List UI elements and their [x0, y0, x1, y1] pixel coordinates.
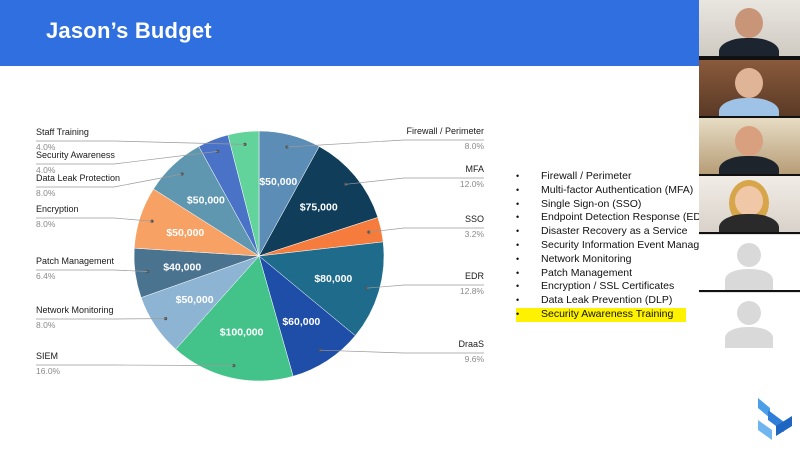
- slice-label-network-monitoring: Network Monitoring: [36, 305, 114, 315]
- bullet-text: Data Leak Prevention (DLP): [541, 294, 673, 307]
- bullet-item: • Security Awareness Training: [516, 307, 686, 322]
- bullet-dot-icon: •: [516, 267, 520, 278]
- slice-percent-data-leak-protection: 8.0%: [36, 188, 56, 198]
- slice-label-data-leak-protection: Data Leak Protection: [36, 173, 120, 183]
- bullet-dot-icon: •: [516, 212, 520, 223]
- slice-value-label-encryption: $50,000: [166, 227, 204, 239]
- bullet-dot-icon: •: [516, 308, 520, 319]
- bullet-list: • Firewall / Perimeter • Multi-factor Authe…: [516, 170, 699, 322]
- slice-percent-sso: 3.2%: [465, 229, 485, 239]
- bullet-text: Endpoint Detection Response (EDR): [541, 211, 699, 224]
- bullet-item: • Firewall / Perimeter: [516, 170, 699, 184]
- slice-label-mfa: MFA: [465, 164, 484, 174]
- slice-percent-security-awareness: 4.0%: [36, 165, 56, 175]
- participant-video-2[interactable]: [699, 60, 800, 116]
- slide-header: Jason’s Budget: [0, 0, 699, 66]
- bullet-text: Patch Management: [541, 266, 633, 279]
- bullet-dot-icon: •: [516, 253, 520, 264]
- participant-video-4[interactable]: [699, 176, 800, 232]
- slice-label-patch-management: Patch Management: [36, 256, 115, 266]
- slice-percent-patch-management: 6.4%: [36, 271, 56, 281]
- budget-pie-chart: $50,000 Firewall / Perimeter 8.0% $75,000 MF…: [36, 126, 485, 382]
- participant-video-3[interactable]: [699, 118, 800, 174]
- slice-value-label-edr: $80,000: [314, 273, 352, 285]
- slice-label-draas: DraaS: [458, 339, 484, 349]
- slice-value-label-siem: $100,000: [220, 327, 264, 339]
- pie-slice-draas: [258, 255, 356, 377]
- video-participant-strip: [699, 0, 800, 348]
- leader-line-mfa: [345, 177, 484, 185]
- pie-slice-edr: [258, 241, 385, 337]
- slice-label-edr: EDR: [465, 271, 485, 281]
- pie-slice-staff-training: [227, 130, 260, 257]
- slice-percent-draas: 9.6%: [465, 354, 485, 364]
- slice-percent-siem: 16.0%: [36, 366, 61, 376]
- bullet-dot-icon: •: [516, 198, 520, 209]
- leader-line-security-awareness: [36, 151, 218, 165]
- bullet-item: • Single Sign-on (SSO): [516, 198, 699, 212]
- pie-slice-mfa: [258, 146, 379, 257]
- bullet-item: • Data Leak Prevention (DLP): [516, 294, 699, 308]
- slice-value-label-patch-management: $40,000: [163, 262, 201, 274]
- user-avatar-icon[interactable]: [699, 234, 800, 290]
- bullet-text: Security Information Event Management: [541, 238, 699, 251]
- leader-dot-security-awareness: [216, 149, 220, 153]
- slice-value-label-draas: $60,000: [282, 316, 320, 328]
- slice-percent-staff-training: 4.0%: [36, 142, 56, 152]
- bullet-text: Network Monitoring: [541, 252, 632, 265]
- slice-label-encryption: Encryption: [36, 204, 79, 214]
- bullet-text: Single Sign-on (SSO): [541, 197, 642, 210]
- leader-line-edr: [366, 284, 484, 289]
- bullet-item: • Endpoint Detection Response (EDR): [516, 211, 699, 225]
- slice-value-label-network-monitoring: $50,000: [176, 294, 214, 306]
- participant-video-1[interactable]: [699, 0, 800, 56]
- bullet-item: • Disaster Recovery as a Service: [516, 225, 699, 239]
- leader-line-siem: [36, 364, 234, 366]
- bullet-item: • Security Information Event Management: [516, 239, 699, 253]
- leader-line-patch-management: [36, 269, 148, 272]
- slide-title: Jason’s Budget: [46, 18, 212, 43]
- bullet-dot-icon: •: [516, 239, 520, 250]
- leader-line-encryption: [36, 217, 153, 222]
- slice-label-siem: SIEM: [36, 351, 58, 361]
- bullet-item: • Patch Management: [516, 267, 699, 281]
- slice-value-label-firewall-perimeter: $50,000: [259, 176, 297, 188]
- slice-label-staff-training: Staff Training: [36, 127, 89, 137]
- leader-line-staff-training: [36, 140, 245, 145]
- slice-percent-network-monitoring: 8.0%: [36, 320, 56, 330]
- bullet-item: • Network Monitoring: [516, 253, 699, 267]
- bullet-dot-icon: •: [516, 184, 520, 195]
- bullet-text: Disaster Recovery as a Service: [541, 225, 688, 238]
- bullet-item: • Encryption / SSL Certificates: [516, 280, 699, 294]
- bullet-item: • Multi-factor Authentication (MFA): [516, 184, 699, 198]
- leader-line-sso: [368, 227, 484, 233]
- bullet-dot-icon: •: [516, 226, 520, 237]
- bullet-text: Multi-factor Authentication (MFA): [541, 183, 694, 196]
- slice-percent-edr: 12.8%: [460, 286, 485, 296]
- bullet-text: Encryption / SSL Certificates: [541, 280, 675, 293]
- slice-value-label-mfa: $75,000: [300, 202, 338, 214]
- bullet-dot-icon: •: [516, 281, 520, 292]
- slice-label-security-awareness: Security Awareness: [36, 150, 115, 160]
- user-avatar-icon[interactable]: [699, 292, 800, 348]
- bullet-dot-icon: •: [516, 171, 520, 181]
- bullet-text: Firewall / Perimeter: [541, 170, 632, 182]
- slice-percent-mfa: 12.0%: [460, 179, 485, 189]
- slice-percent-encryption: 8.0%: [36, 219, 56, 229]
- slice-label-sso: SSO: [465, 214, 484, 224]
- leader-line-data-leak-protection: [36, 173, 183, 188]
- bullet-text: Security Awareness Training: [541, 307, 674, 320]
- leader-line-draas: [320, 349, 484, 354]
- slice-label-firewall-perimeter: Firewall / Perimeter: [406, 126, 484, 136]
- slice-value-label-data-leak-protection: $50,000: [187, 195, 225, 207]
- pie-slice-siem: [175, 255, 294, 382]
- bullet-dot-icon: •: [516, 295, 520, 306]
- slice-percent-firewall-perimeter: 8.0%: [465, 141, 485, 151]
- brand-logo-icon: [758, 398, 792, 440]
- leader-line-firewall-perimeter: [286, 139, 484, 148]
